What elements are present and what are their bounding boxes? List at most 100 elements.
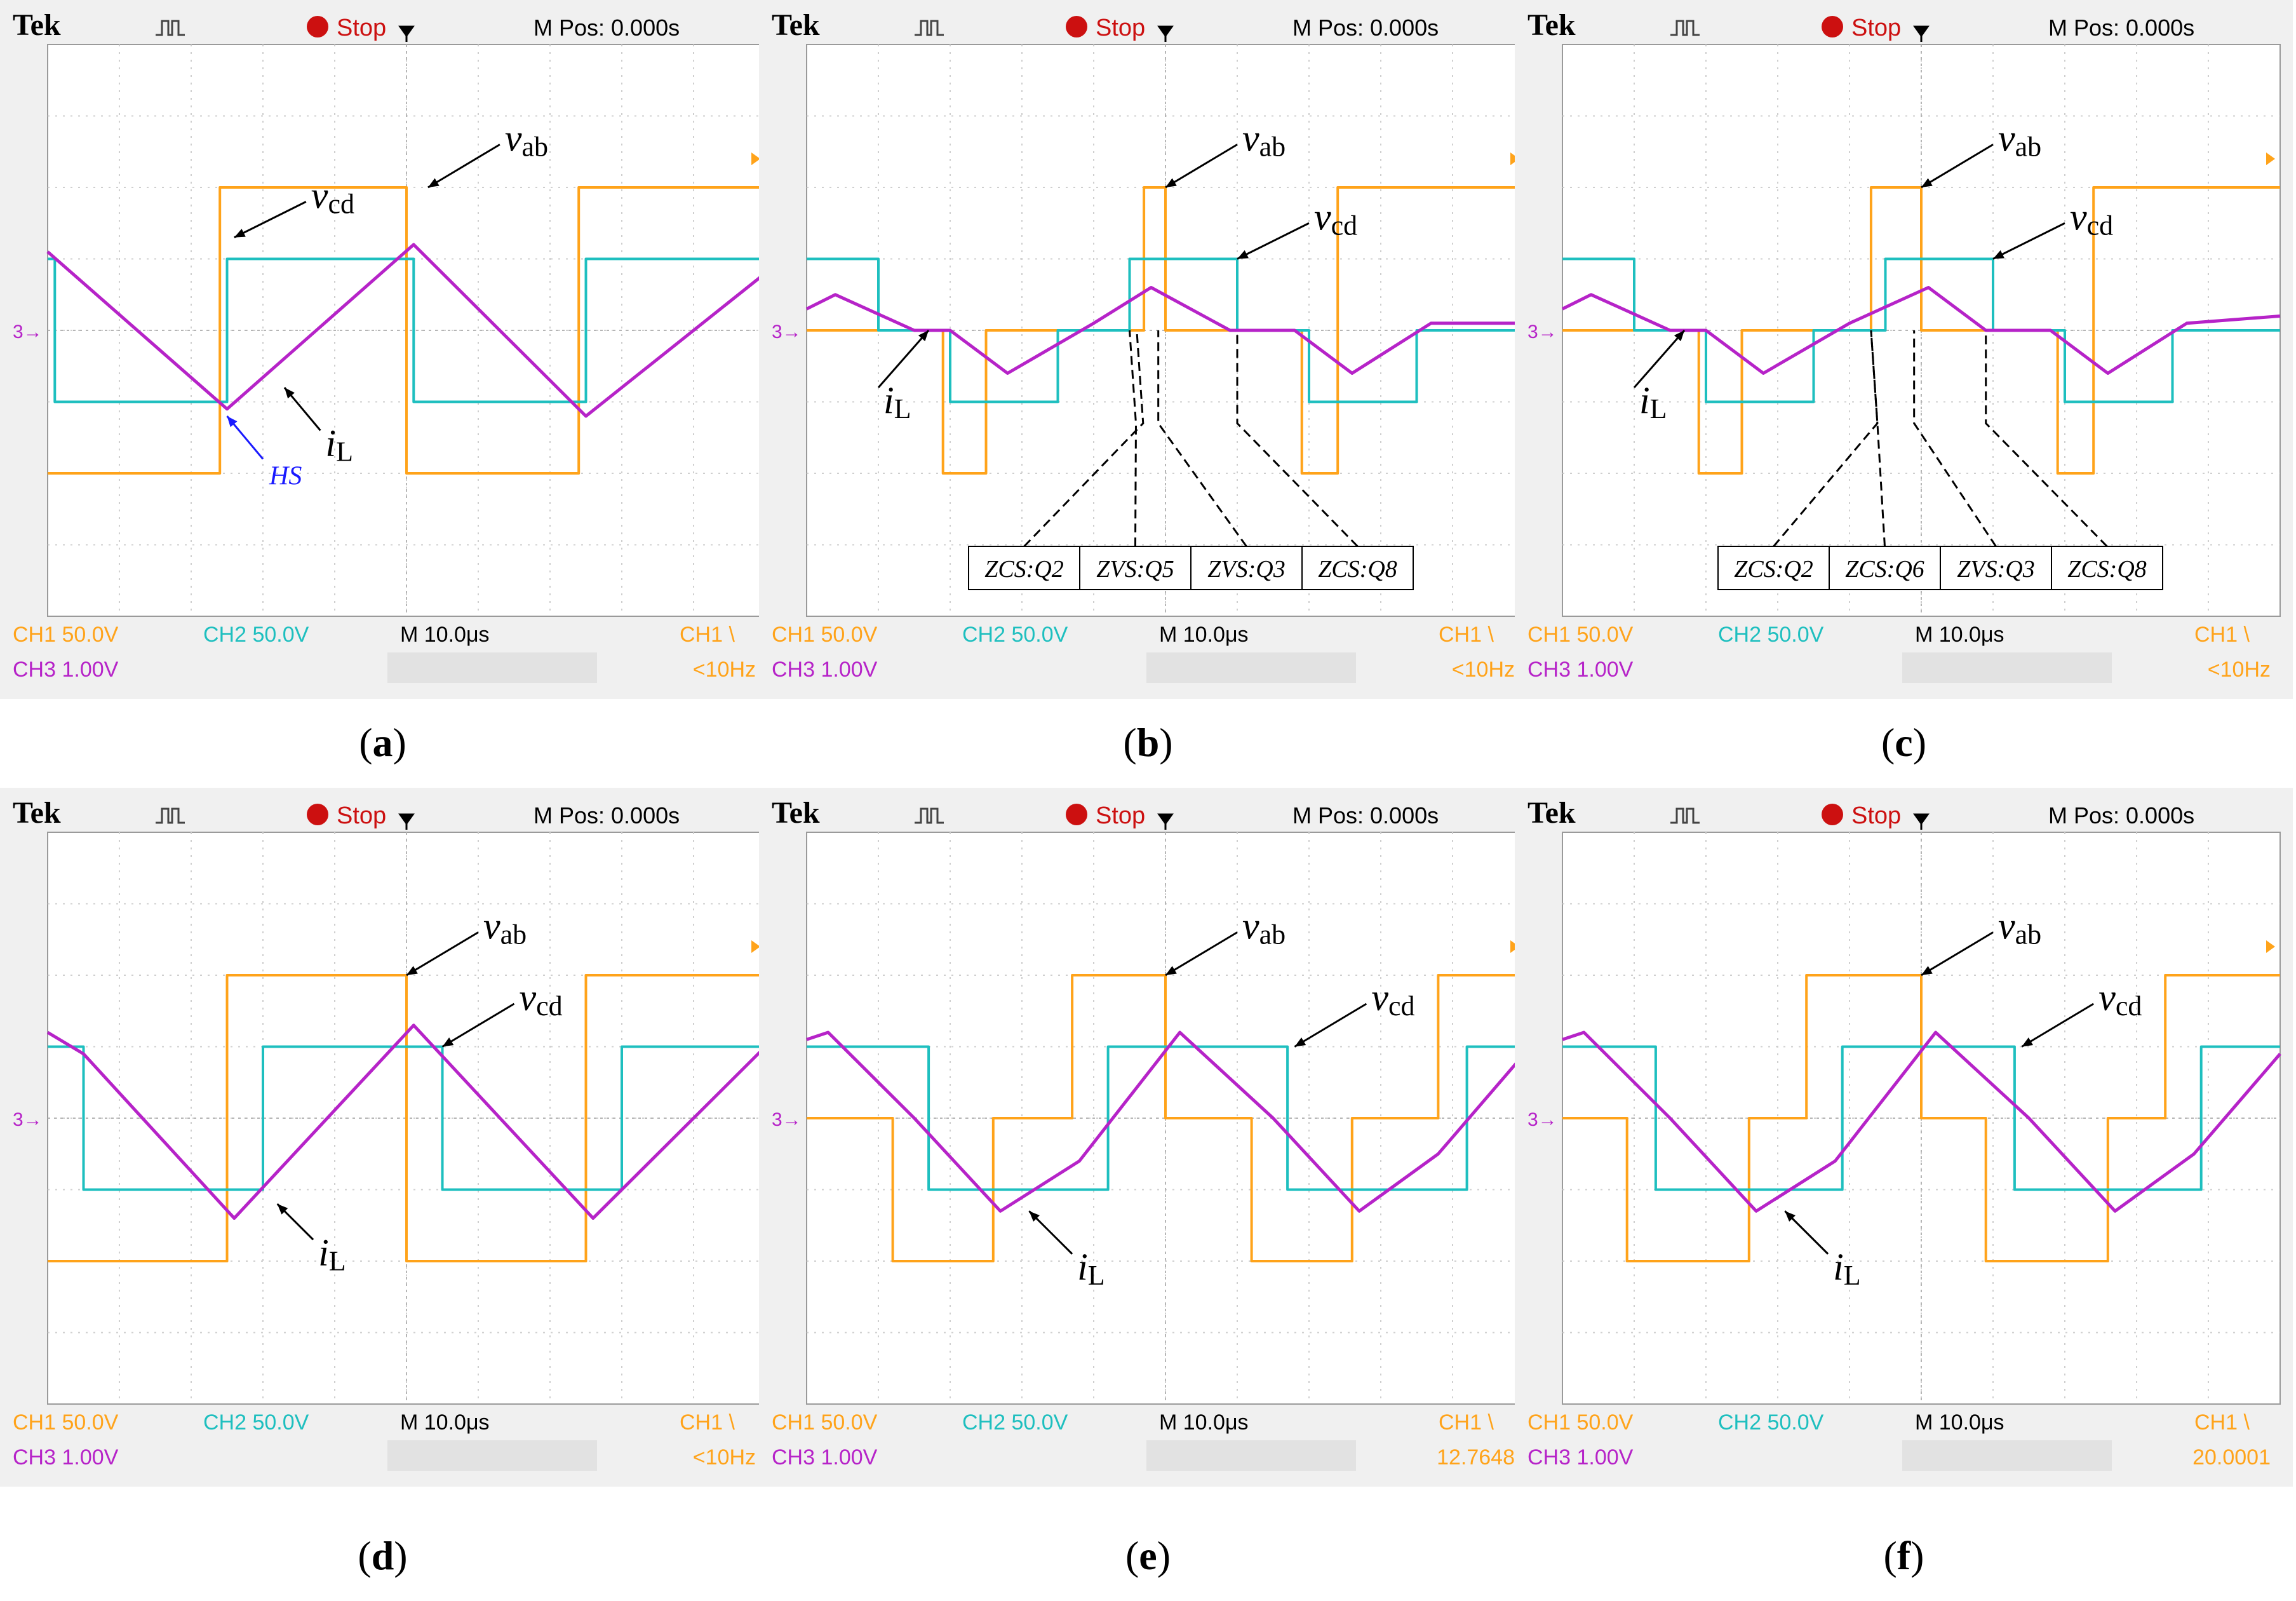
vab-label: vab: [483, 905, 527, 950]
annotation-subscript: ab: [522, 132, 549, 163]
annotation-subscript: L: [336, 436, 353, 468]
ch2-scale: CH2 50.0V: [1718, 1410, 1824, 1435]
stop-indicator-icon: [1822, 804, 1843, 825]
stop-indicator-icon: [307, 16, 328, 37]
ch3-il-trace: [1562, 1030, 2281, 1213]
switching-label-box: [1940, 546, 2052, 590]
trigger-channel: CH1 \: [1439, 623, 1494, 647]
ch3-ground-marker: 3→: [772, 1109, 802, 1130]
annotation-subscript: ab: [1259, 132, 1286, 163]
trigger-pulse-icon: [156, 807, 185, 824]
hs-arrowhead: [227, 416, 238, 428]
annotation-symbol: i: [1833, 1246, 1844, 1288]
switching-label: ZCS:Q2: [1734, 556, 1813, 583]
m-pos-readout: M Pos: 0.000s: [534, 802, 680, 828]
ch1-scale: CH1 50.0V: [1527, 623, 1634, 647]
vab-arrowhead: [427, 178, 440, 187]
panel-caption: (d): [358, 1533, 407, 1578]
annotation-symbol: v: [505, 118, 522, 159]
vab-arrow: [1921, 144, 1994, 189]
annotation-symbol: i: [883, 379, 894, 421]
m-pos-readout: M Pos: 0.000s: [2048, 802, 2194, 828]
annotation-subscript: cd: [1331, 210, 1358, 241]
trigger-frequency: 12.7648: [1437, 1445, 1515, 1469]
annotation-symbol: v: [1314, 196, 1331, 238]
annotation-symbol: v: [1371, 976, 1388, 1018]
trigger-frequency: <10Hz: [2208, 658, 2271, 682]
ch1-scale: CH1 50.0V: [772, 1410, 878, 1435]
switching-leader-line: [1985, 330, 2108, 548]
annotation-subscript: L: [1088, 1260, 1105, 1291]
switching-leader-line: [1023, 330, 1145, 548]
vcd-arrow: [1294, 1003, 1367, 1048]
trigger-position-icon: [1157, 25, 1174, 42]
trigger-channel: CH1 \: [2194, 1410, 2250, 1435]
run-state: Stop: [1096, 802, 1145, 829]
switching-label-box: [1301, 546, 1414, 590]
readout-blank-field: [1146, 1440, 1356, 1471]
time-scale: M 10.0μs: [1915, 623, 2004, 647]
switching-leader-line: [1773, 330, 1879, 547]
vab-arrowhead: [1165, 966, 1177, 975]
tek-logo: Tek: [1527, 8, 1576, 42]
caption-letter: f: [1897, 1533, 1911, 1578]
switching-leader-line: [1157, 330, 1247, 547]
caption-close: ): [1157, 1533, 1171, 1578]
stop-indicator-icon: [1066, 804, 1087, 825]
vcd-label: vcd: [311, 175, 354, 220]
caption-close: ): [1910, 1533, 1924, 1578]
trigger-pulse-icon: [1670, 20, 1700, 36]
ch3-il-trace: [806, 1030, 1526, 1213]
caption-letter: b: [1137, 720, 1160, 765]
hs-label: HS: [269, 462, 302, 491]
run-state: Stop: [337, 802, 386, 829]
annotation-symbol: i: [1639, 379, 1650, 421]
vcd-arrowhead: [234, 229, 246, 238]
vcd-arrow: [1992, 222, 2065, 260]
ch2-scale: CH2 50.0V: [203, 1410, 309, 1435]
stop-indicator-icon: [307, 804, 328, 825]
ch3-ground-marker: 3→: [1527, 321, 1557, 342]
ch3-scale: CH3 1.00V: [772, 1445, 878, 1469]
ch3-scale: CH3 1.00V: [13, 658, 119, 682]
il-label: iL: [325, 422, 353, 468]
ch2-vcd-trace: [1562, 1045, 2280, 1191]
ch1-trigger-level-icon: [751, 940, 760, 953]
annotation-symbol: v: [1242, 118, 1259, 159]
ch2-vcd-trace: [48, 1045, 765, 1191]
vcd-arrow: [1237, 222, 1310, 260]
time-scale: M 10.0μs: [1915, 1410, 2004, 1435]
vab-label: vab: [505, 118, 548, 163]
ch1-scale: CH1 50.0V: [13, 1410, 119, 1435]
ch3-scale: CH3 1.00V: [1527, 1445, 1634, 1469]
readout-blank-field: [1902, 1440, 2112, 1471]
run-state: Stop: [337, 15, 386, 41]
ch3-scale: CH3 1.00V: [772, 658, 878, 682]
trigger-pulse-icon: [156, 20, 185, 36]
vcd-label: vcd: [520, 976, 563, 1022]
trigger-frequency: <10Hz: [1452, 658, 1515, 682]
switching-label: ZVS:Q3: [1207, 556, 1285, 583]
tek-logo: Tek: [772, 796, 820, 830]
ch1-vab-trace: [48, 974, 765, 1262]
vab-arrowhead: [406, 966, 418, 975]
readout-blank-field: [1902, 652, 2112, 683]
trigger-frequency: 20.0001: [2192, 1445, 2271, 1469]
m-pos-readout: M Pos: 0.000s: [1292, 802, 1439, 828]
annotation-symbol: i: [325, 422, 336, 464]
caption-open: (: [1123, 720, 1136, 765]
annotation-symbol: v: [2098, 976, 2116, 1018]
ch2-scale: CH2 50.0V: [962, 1410, 1068, 1435]
ch3-ground-marker: 3→: [1527, 1109, 1557, 1130]
caption-open: (: [358, 1533, 371, 1578]
switching-label: ZCS:Q2: [984, 556, 1064, 583]
annotation-symbol: v: [520, 976, 537, 1018]
caption-open: (: [1884, 1533, 1897, 1578]
trigger-frequency: <10Hz: [693, 1445, 756, 1469]
vcd-arrow: [234, 201, 307, 239]
trigger-position-icon: [1913, 813, 1930, 830]
il-arrowhead: [918, 330, 929, 342]
